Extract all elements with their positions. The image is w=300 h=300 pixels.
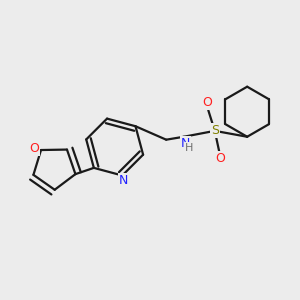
- Text: O: O: [30, 142, 40, 155]
- Text: O: O: [202, 96, 212, 110]
- Text: S: S: [211, 124, 219, 137]
- Text: H: H: [185, 143, 193, 153]
- Text: N: N: [181, 137, 190, 150]
- Text: O: O: [216, 152, 226, 165]
- Text: N: N: [119, 174, 128, 187]
